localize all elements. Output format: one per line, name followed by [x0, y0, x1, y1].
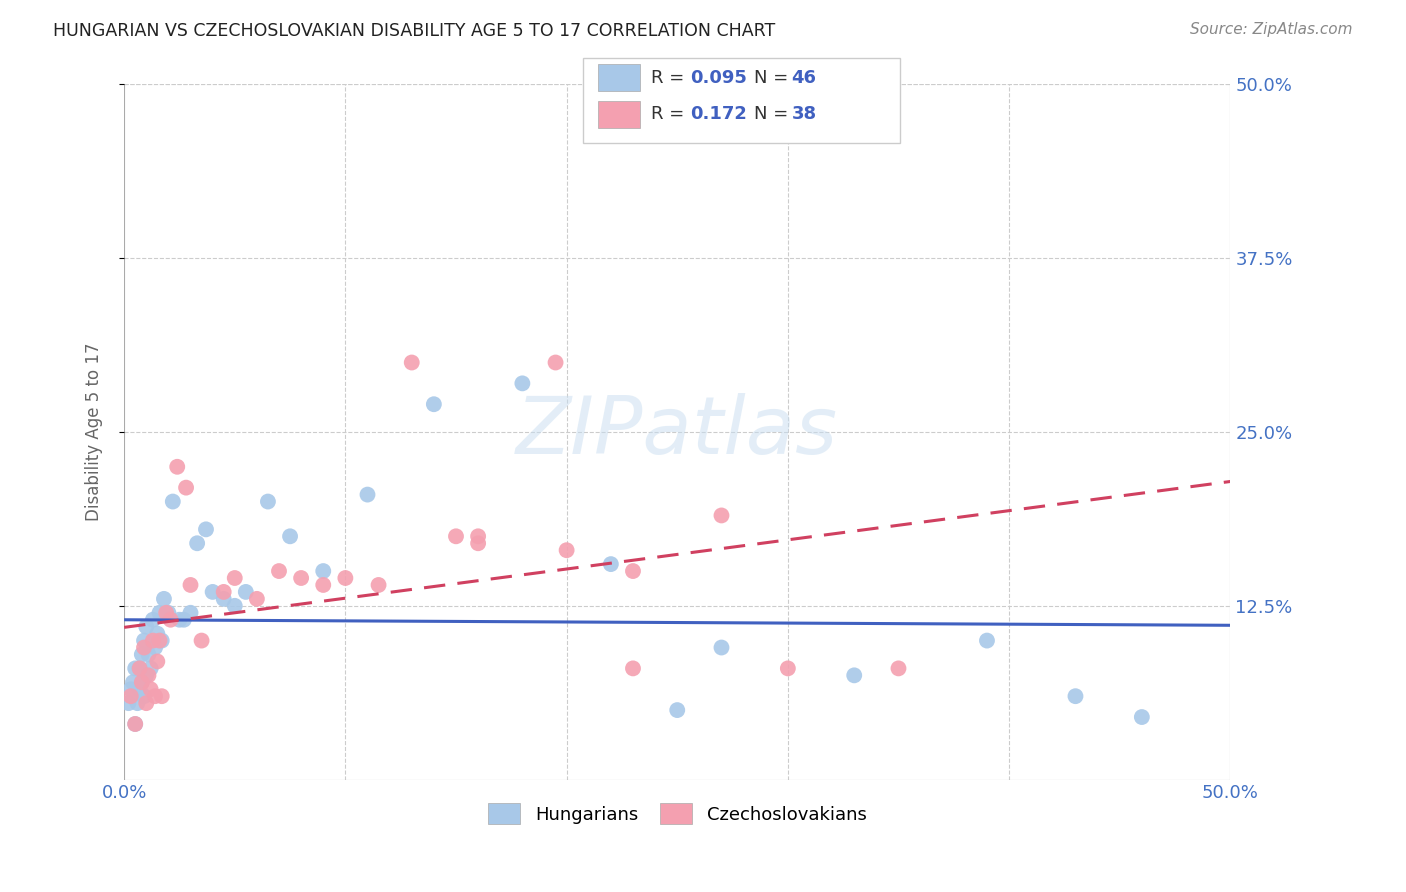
Text: HUNGARIAN VS CZECHOSLOVAKIAN DISABILITY AGE 5 TO 17 CORRELATION CHART: HUNGARIAN VS CZECHOSLOVAKIAN DISABILITY … [53, 22, 776, 40]
Point [124, 717, 146, 731]
Text: R =: R = [651, 69, 690, 87]
Text: 46: 46 [792, 69, 817, 87]
Point [139, 682, 162, 697]
Point [132, 689, 155, 703]
Point [150, 689, 173, 703]
Text: 0.172: 0.172 [690, 105, 747, 123]
Point [267, 564, 290, 578]
Point [162, 494, 184, 508]
Point [367, 578, 389, 592]
Point [356, 487, 378, 501]
Point [143, 640, 166, 655]
Point [599, 557, 621, 571]
Text: ZIPatlas: ZIPatlas [516, 393, 838, 471]
Point [235, 585, 257, 599]
Point [278, 529, 301, 543]
Point [131, 675, 153, 690]
Point [312, 578, 335, 592]
Point [467, 536, 489, 550]
Point [166, 459, 188, 474]
Point [335, 571, 357, 585]
Point [190, 633, 212, 648]
Point [139, 661, 162, 675]
Point [157, 606, 180, 620]
Point [117, 696, 139, 710]
Point [128, 682, 150, 697]
Point [401, 355, 423, 369]
Point [169, 613, 191, 627]
Point [146, 626, 169, 640]
Point [776, 661, 799, 675]
Point [131, 648, 153, 662]
Point [120, 682, 142, 697]
Point [174, 481, 197, 495]
Point [120, 689, 142, 703]
Point [666, 703, 689, 717]
Point [467, 529, 489, 543]
Point [224, 571, 246, 585]
Point [195, 522, 218, 536]
Point [127, 696, 149, 710]
Point [143, 689, 166, 703]
Point [135, 696, 157, 710]
Point [224, 599, 246, 613]
Point [257, 494, 280, 508]
Text: Source: ZipAtlas.com: Source: ZipAtlas.com [1189, 22, 1353, 37]
Text: N =: N = [754, 69, 793, 87]
Point [212, 591, 235, 606]
Point [142, 633, 165, 648]
Point [135, 668, 157, 682]
Point [150, 633, 173, 648]
Point [290, 571, 312, 585]
Point [128, 661, 150, 675]
Point [135, 620, 157, 634]
Y-axis label: Disability Age 5 to 17: Disability Age 5 to 17 [86, 343, 103, 521]
Point [512, 376, 534, 391]
Point [887, 661, 910, 675]
Point [124, 717, 146, 731]
Point [201, 585, 224, 599]
Point [1130, 710, 1153, 724]
Point [976, 633, 998, 648]
Point [710, 640, 733, 655]
Point [146, 655, 169, 669]
Point [621, 564, 644, 578]
Point [179, 606, 201, 620]
Point [132, 633, 155, 648]
Point [312, 564, 335, 578]
Point [710, 508, 733, 523]
Point [153, 591, 176, 606]
Point [138, 648, 160, 662]
Point [544, 355, 567, 369]
Point [423, 397, 446, 411]
Point [159, 613, 181, 627]
Point [124, 661, 146, 675]
Point [122, 675, 145, 690]
Text: N =: N = [754, 105, 793, 123]
Point [148, 606, 170, 620]
Point [173, 613, 195, 627]
Point [148, 633, 170, 648]
Point [128, 661, 150, 675]
Point [621, 661, 644, 675]
Text: R =: R = [651, 105, 690, 123]
Point [212, 585, 235, 599]
Point [155, 606, 177, 620]
Point [131, 675, 153, 690]
Point [179, 578, 201, 592]
Point [142, 613, 165, 627]
Text: 0.095: 0.095 [690, 69, 747, 87]
Point [246, 591, 269, 606]
Point [138, 668, 160, 682]
Point [844, 668, 866, 682]
Point [1064, 689, 1087, 703]
Text: 38: 38 [792, 105, 817, 123]
Point [132, 640, 155, 655]
Legend: Hungarians, Czechoslovakians: Hungarians, Czechoslovakians [479, 794, 876, 833]
Point [186, 536, 208, 550]
Point [555, 543, 578, 558]
Point [444, 529, 467, 543]
